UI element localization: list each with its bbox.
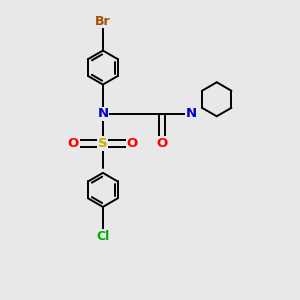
Text: N: N: [186, 107, 197, 121]
Text: O: O: [68, 137, 79, 150]
Text: O: O: [156, 137, 167, 150]
Text: S: S: [98, 137, 108, 150]
Text: Br: Br: [95, 15, 111, 28]
Text: N: N: [97, 107, 109, 121]
Text: Cl: Cl: [96, 230, 110, 243]
Text: O: O: [127, 137, 138, 150]
